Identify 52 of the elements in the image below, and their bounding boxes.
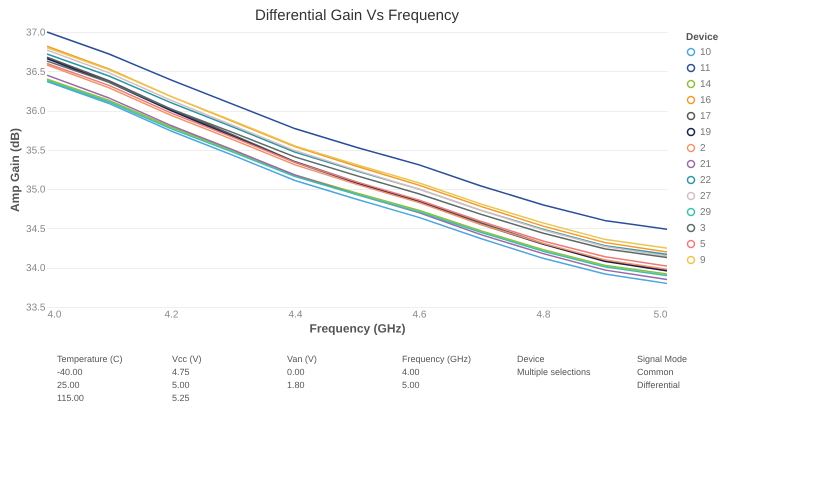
chart-title: Differential Gain Vs Frequency	[255, 7, 460, 24]
text: Multiple selections	[517, 367, 592, 377]
legend-label: 9	[700, 255, 706, 266]
legend-label: 17	[700, 111, 712, 122]
legend-label: 22	[700, 175, 712, 186]
x-tick-label: 4.2	[164, 310, 179, 320]
legend-label: 21	[700, 159, 712, 170]
text: 5.00	[402, 380, 420, 390]
legend-label: 10	[700, 47, 712, 58]
legend-label: 11	[700, 63, 711, 74]
y-tick-label: 34.0	[26, 263, 46, 274]
text: Differential	[637, 380, 680, 390]
x-tick-label: 4.6	[412, 310, 427, 320]
x-tick-label: 4.8	[536, 310, 551, 320]
x-tick-label: 4.4	[288, 310, 303, 320]
y-tick-label: 33.5	[26, 302, 46, 314]
text: -40.00	[57, 367, 83, 377]
legend-label: 14	[700, 79, 712, 90]
text: 4.75	[172, 367, 190, 377]
text: 25.00	[57, 380, 80, 390]
text: Device	[517, 354, 545, 364]
y-axis-title: Amp Gain (dB)	[8, 128, 22, 212]
x-tick-label: 4.0	[48, 310, 62, 320]
text: Signal Mode	[637, 354, 688, 364]
legend-label: 2	[700, 143, 706, 154]
x-tick-label: 5.0	[654, 310, 668, 320]
text: Temperature (C)	[57, 354, 123, 364]
y-tick-label: 35.5	[26, 145, 46, 156]
legend-label: 29	[700, 207, 712, 218]
legend-label: 5	[700, 239, 706, 250]
text: 4.00	[402, 367, 420, 377]
text: 115.00	[57, 393, 84, 403]
text: 1.80	[287, 380, 305, 390]
text: Frequency (GHz)	[402, 354, 472, 364]
text: Vcc (V)	[172, 354, 202, 364]
text: 5.25	[172, 393, 190, 403]
legend-label: 27	[700, 191, 712, 202]
legend-title: Device	[686, 32, 719, 43]
y-tick-label: 37.0	[26, 28, 46, 38]
y-tick-label: 36.0	[26, 106, 46, 118]
y-tick-label: 35.0	[26, 184, 46, 196]
line-series	[46, 31, 668, 230]
legend-label: 3	[700, 223, 706, 234]
y-tick-label: 34.5	[26, 224, 46, 235]
text: 0.00	[287, 367, 305, 377]
text: Common	[637, 367, 674, 377]
text: Van (V)	[287, 354, 317, 364]
text: 5.00	[172, 380, 190, 390]
legend-label: 16	[700, 95, 712, 106]
x-axis-title: Frequency (GHz)	[309, 322, 406, 336]
y-tick-label: 36.5	[26, 66, 46, 78]
legend-label: 19	[700, 127, 712, 138]
